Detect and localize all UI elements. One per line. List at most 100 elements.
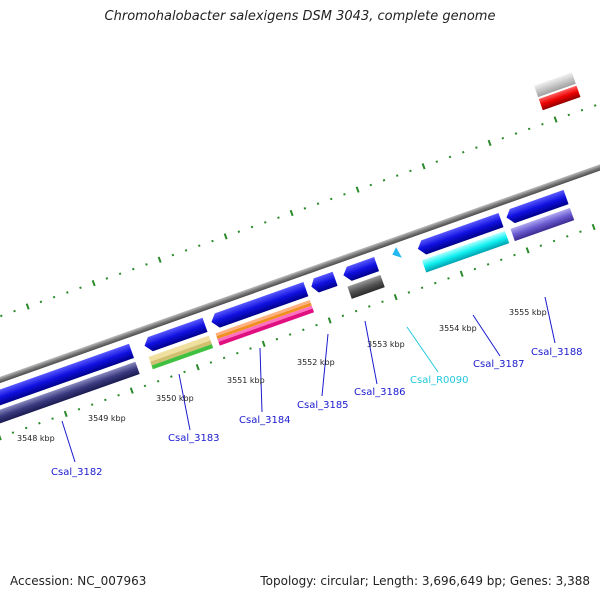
tick-minor [513,253,516,257]
tick-minor [354,309,358,313]
tick-minor [90,403,94,406]
leader-csal-3187 [472,314,501,357]
gene-label-csal-3186: Csal_3186 [354,387,406,398]
tick-minor [143,384,147,388]
tick-minor [0,314,3,318]
tick-minor [11,431,15,434]
tick-major [223,233,228,240]
tick-major [327,317,332,324]
tick-minor [381,300,384,304]
leader-csal-3188 [544,296,556,344]
tick-minor [567,113,571,117]
leader-csal-3182 [61,420,76,463]
leader-csal-3186 [364,320,378,385]
tick-major [355,186,360,193]
tick-minor [461,150,465,154]
tick-minor [263,221,267,224]
gene-label-csal-3188: Csal_3188 [531,347,583,358]
tick-minor [514,132,518,135]
gene-label-csal-r0090: Csal_R0090 [410,375,469,386]
tick-minor [499,258,503,261]
gene-label-csal-3185: Csal_3185 [297,400,349,411]
tick-minor [209,361,213,364]
tick-major [393,293,398,301]
gene-arrow-csal-3186 [343,257,380,281]
tick-minor [277,216,280,219]
tick-minor [539,244,543,247]
gene-labels: Csal_3182 Csal_3183 Csal_3184 Csal_3185 … [51,347,583,478]
page-title: Chromohalobacter salexigens DSM 3043, co… [104,9,496,24]
tick-minor [486,263,490,266]
tick-minor [329,197,333,201]
tick-major [525,247,530,254]
tick-minor [552,239,556,243]
track-bar-grey [347,274,385,299]
track-bar-multicolor-3183 [148,335,214,370]
tick-minor [475,146,478,149]
tick-minor [183,370,186,374]
genome-backbone [0,150,600,397]
tick-minor [580,108,584,112]
tick-minor [38,422,41,425]
inner-tick-ring [0,223,596,441]
tick-minor [171,253,175,257]
gene-arrow-csal-3187 [417,212,504,255]
tick-minor [435,160,439,163]
tick-minor [236,351,239,355]
tick-minor [197,244,201,247]
tick-minor [117,393,120,397]
tick-minor [369,183,373,187]
tick-minor [249,347,252,350]
tick-minor [250,225,254,229]
tick-minor [541,122,544,126]
tick-minor [118,272,122,276]
tick-minor [316,202,320,205]
tick-minor [288,333,292,336]
scale-label: 3548 kbp [17,434,55,443]
tick-minor [501,136,505,140]
accession-text: Accession: NC_007963 [10,574,147,588]
leader-csal-r0090 [406,326,439,373]
tick-major [0,434,2,441]
tick-minor [473,267,477,271]
tick-minor [303,207,307,210]
gene-arrow-csal-3183 [144,317,208,352]
gene-arrow-csal-3185 [311,271,338,293]
tick-minor [407,291,411,294]
tick-minor [527,127,531,131]
scale-label: 3551 kbp [227,376,265,385]
tick-minor [382,179,386,182]
tick-major [591,223,596,231]
leader-csal-3183 [178,373,191,431]
tick-major [25,303,30,310]
tick-minor [565,235,569,238]
feature-outer-red [538,85,581,111]
tick-major [63,410,68,418]
tick-major [421,163,426,170]
tick-minor [420,286,424,290]
tick-minor [211,239,214,243]
scale-label: 3555 kbp [509,308,547,317]
tick-minor [447,277,450,280]
tick-minor [170,375,173,378]
tick-minor [275,337,279,341]
tick-minor [39,300,43,304]
track-bar-cyan [421,230,510,273]
leader-csal-3184 [259,347,263,413]
tick-minor [237,230,241,233]
track-bar-navy [0,361,140,433]
tick-minor [315,323,318,327]
scale-label: 3549 kbp [88,414,126,423]
tick-minor [579,230,582,233]
tick-minor [593,104,597,107]
gene-label-csal-3184: Csal_3184 [239,415,291,426]
scale-label: 3550 kbp [156,394,194,403]
tick-minor [79,286,82,290]
tick-minor [302,328,305,332]
scale-labels: 3548 kbp 3549 kbp 3550 kbp 3551 kbp 3552… [17,308,547,443]
tick-minor [434,281,437,285]
tick-minor [368,305,371,308]
tick-minor [145,263,148,266]
tick-major [289,209,294,217]
